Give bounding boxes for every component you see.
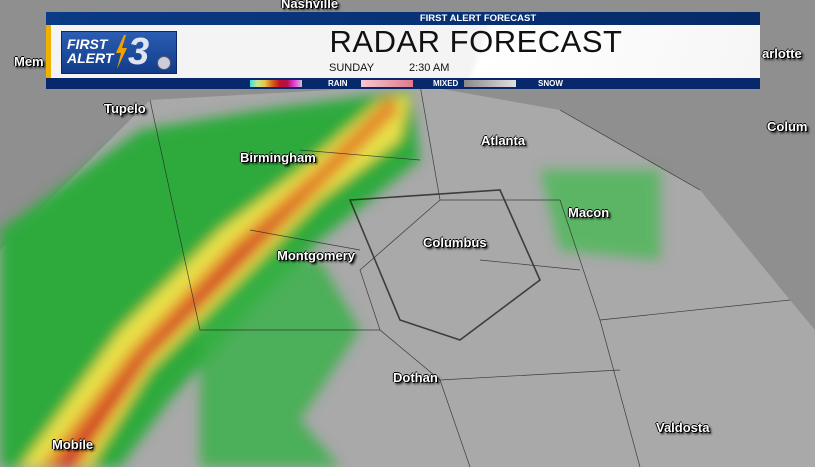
city-label: Mobile: [52, 437, 94, 452]
page-title: RADAR FORECAST: [329, 24, 623, 59]
city-label: Nashville: [281, 0, 339, 11]
station-logo: FIRST ALERT 3: [61, 31, 177, 74]
legend-snow-swatch: [464, 80, 516, 87]
header-top-bar: FIRST ALERT FORECAST: [46, 12, 760, 25]
lightning-bolt-icon: [116, 35, 127, 69]
legend-mixed-swatch: [361, 80, 413, 87]
city-label: arlotte: [762, 46, 802, 61]
logo-alert: ALERT: [67, 50, 114, 66]
network-eye-icon: [157, 56, 171, 70]
precip-legend: RAIN MIXED SNOW: [46, 78, 760, 89]
city-label: Colum: [767, 119, 808, 134]
forecast-time: 2:30 AM: [409, 62, 450, 74]
city-label: Macon: [568, 205, 610, 220]
logo-channel-number: 3: [128, 31, 150, 73]
header-accent: [46, 25, 51, 78]
city-label: Columbus: [423, 235, 487, 250]
city-label: Valdosta: [656, 420, 710, 435]
city-label: Montgomery: [277, 248, 355, 263]
legend-mixed-label: MIXED: [433, 79, 459, 88]
logo-first: FIRST: [67, 36, 108, 52]
rain-band: [0, 90, 660, 467]
forecast-day: SUNDAY: [329, 62, 375, 74]
city-label: Atlanta: [481, 133, 526, 148]
city-label: Birmingham: [240, 150, 316, 165]
county-lines: [149, 84, 791, 467]
city-label: Tupelo: [104, 101, 146, 116]
city-label: Dothan: [393, 370, 438, 385]
legend-snow-label: SNOW: [538, 79, 563, 88]
legend-rain-label: RAIN: [328, 79, 348, 88]
forecast-header: FIRST ALERT FORECAST FIRST ALERT 3 RADAR …: [46, 12, 760, 89]
legend-rain-swatch: [250, 80, 302, 87]
city-label: Mem: [14, 54, 44, 69]
